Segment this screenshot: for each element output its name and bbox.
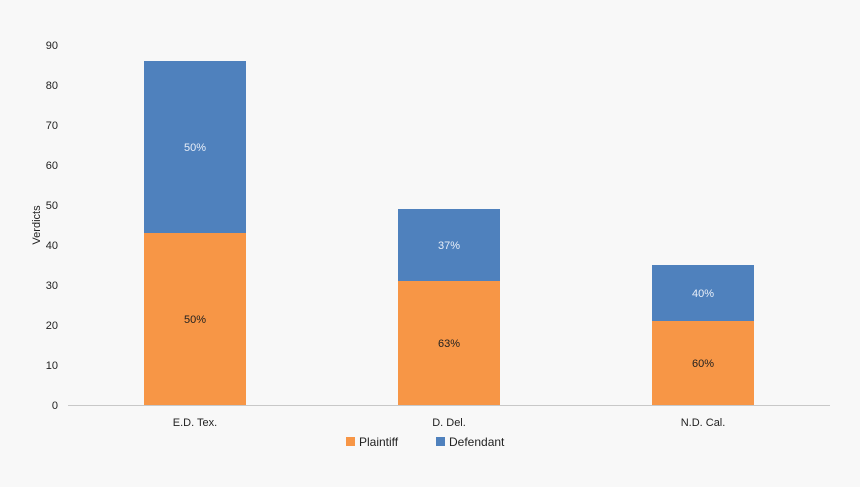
x-tick-label: E.D. Tex. xyxy=(173,417,217,429)
bar-segment-plaintiff xyxy=(144,233,246,405)
y-tick-label: 70 xyxy=(46,120,58,132)
y-axis-label: Verdicts xyxy=(31,205,43,245)
bar-segment-defendant xyxy=(144,61,246,233)
y-tick-label: 30 xyxy=(46,280,58,292)
legend-label-plaintiff: Plaintiff xyxy=(359,435,399,449)
bar-labels: 50% 50% 63% 37% 60% 40% xyxy=(184,142,714,370)
legend-swatch-defendant xyxy=(436,437,445,446)
bar-segment-defendant xyxy=(398,209,500,281)
data-label: 60% xyxy=(692,358,714,370)
data-label: 37% xyxy=(438,240,460,252)
legend-label-defendant: Defendant xyxy=(449,435,505,449)
x-tick-label: N.D. Cal. xyxy=(681,417,726,429)
legend: Plaintiff Defendant xyxy=(346,435,505,449)
y-axis: 0 10 20 30 40 50 60 70 80 90 xyxy=(46,40,58,412)
y-tick-label: 60 xyxy=(46,160,58,172)
x-tick-label: D. Del. xyxy=(432,417,466,429)
x-axis: E.D. Tex. D. Del. N.D. Cal. xyxy=(68,405,830,429)
legend-swatch-plaintiff xyxy=(346,437,355,446)
bar-segment-plaintiff xyxy=(652,321,754,405)
y-tick-label: 90 xyxy=(46,40,58,52)
y-tick-label: 20 xyxy=(46,320,58,332)
y-tick-label: 40 xyxy=(46,240,58,252)
y-tick-label: 10 xyxy=(46,360,58,372)
data-label: 50% xyxy=(184,142,206,154)
data-label: 40% xyxy=(692,288,714,300)
y-tick-label: 50 xyxy=(46,200,58,212)
bars xyxy=(144,61,754,405)
y-tick-label: 0 xyxy=(52,400,58,412)
data-label: 63% xyxy=(438,338,460,350)
bar-segment-plaintiff xyxy=(398,281,500,405)
y-tick-label: 80 xyxy=(46,80,58,92)
bar-segment-defendant xyxy=(652,265,754,321)
data-label: 50% xyxy=(184,314,206,326)
